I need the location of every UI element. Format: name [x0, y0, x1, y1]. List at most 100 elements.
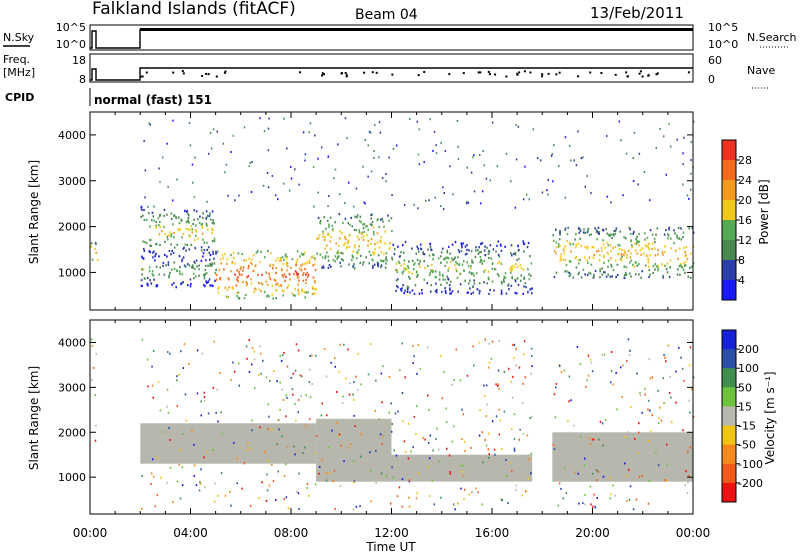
power-cell: [272, 297, 274, 300]
power-cell: [450, 292, 452, 295]
velocity-cell: [343, 343, 345, 346]
velocity-cell: [568, 400, 570, 403]
velocity-cell: [320, 414, 323, 417]
velocity-cell: [277, 470, 279, 473]
power-cell: [606, 251, 609, 254]
velocity-cell: [555, 386, 557, 389]
velocity-cell: [630, 405, 632, 408]
velocity-cell: [253, 358, 256, 361]
nave-dot: [201, 74, 204, 77]
power-cell: [163, 208, 166, 212]
velocity-cell: [503, 410, 506, 413]
power-cell: [622, 194, 624, 197]
power-cell: [334, 221, 336, 224]
velocity-cell: [431, 479, 433, 482]
nave-dot: [207, 73, 210, 76]
power-cell: [205, 272, 208, 275]
power-cell: [483, 270, 485, 273]
power-cell: [230, 254, 232, 257]
velocity-cell: [482, 461, 484, 464]
velocity-cell: [609, 497, 611, 500]
power-cell: [191, 264, 194, 267]
velocity-cell: [282, 398, 285, 401]
velocity-cell: [286, 365, 289, 368]
power-cell: [676, 234, 678, 237]
velocity-cell: [176, 480, 179, 483]
power-cell: [461, 263, 464, 266]
velocity-cell: [269, 380, 271, 382]
velocity-cell: [522, 353, 525, 356]
power-cell: [644, 244, 647, 247]
nave-dot: [477, 71, 480, 74]
power-cell: [189, 278, 192, 281]
power-cell: [482, 150, 484, 152]
velocity-cell: [688, 364, 691, 367]
power-cell: [643, 252, 645, 255]
power-cell: [272, 264, 275, 267]
velocity-cell: [647, 502, 650, 505]
velocity-cell: [299, 374, 301, 377]
power-cell: [369, 223, 372, 226]
power-cell: [281, 289, 283, 292]
power-cell: [388, 247, 391, 251]
velocity-cell: [453, 379, 455, 381]
power-cell: [298, 291, 300, 294]
power-cell: [247, 264, 250, 267]
power-cell: [153, 205, 155, 208]
power-cell: [630, 259, 633, 262]
power-cell: [353, 205, 355, 208]
power-cell: [414, 262, 416, 265]
power-cell: [245, 259, 248, 262]
velocity-cell: [559, 365, 561, 367]
power-cell: [382, 220, 384, 223]
power-cell: [472, 272, 474, 275]
power-cell: [325, 244, 328, 247]
power-cell: [195, 230, 198, 233]
power-cell: [278, 284, 280, 288]
power-cell: [155, 226, 157, 229]
power-cell: [511, 277, 513, 280]
power-cell: [580, 245, 582, 248]
velocity-cell: [651, 376, 654, 379]
power-cell: [689, 266, 691, 270]
power-cell: [194, 268, 196, 271]
power-cell: [275, 259, 277, 262]
power-cell: [564, 270, 566, 273]
power-cell: [246, 276, 248, 279]
power-cell: [193, 209, 196, 212]
velocity-cell: [360, 383, 362, 386]
power-cell: [183, 246, 185, 249]
power-cell: [417, 247, 419, 250]
velocity-cell: [156, 458, 159, 461]
power-cell: [648, 269, 651, 272]
power-cell: [342, 252, 344, 255]
power-cell: [527, 242, 530, 245]
velocity-cell: [267, 403, 269, 406]
power-cell: [430, 248, 432, 251]
power-cell: [238, 273, 241, 276]
velocity-cell: [336, 422, 338, 425]
power-cell: [517, 245, 519, 248]
power-cell: [691, 265, 693, 268]
velocity-cell: [427, 394, 429, 397]
velocity-cell: [94, 394, 96, 396]
power-cell: [440, 261, 442, 264]
power-cell: [90, 242, 93, 245]
velocity-cell: [663, 353, 665, 356]
power-cell: [686, 257, 689, 261]
power-cell: [336, 257, 338, 260]
power-cell: [281, 274, 284, 277]
velocity-cell: [275, 499, 277, 502]
power-cell: [479, 261, 481, 264]
power-cell: [447, 277, 449, 280]
nave-dot: [479, 71, 482, 74]
power-cell: [633, 265, 635, 268]
velocity-cell: [353, 460, 355, 463]
nave-dot: [600, 72, 603, 74]
power-cell: [682, 163, 684, 166]
power-cell: [647, 258, 650, 261]
power-cell: [649, 229, 652, 232]
velocity-cell: [449, 472, 451, 475]
power-cell: [258, 288, 261, 291]
power-cell: [211, 227, 213, 231]
